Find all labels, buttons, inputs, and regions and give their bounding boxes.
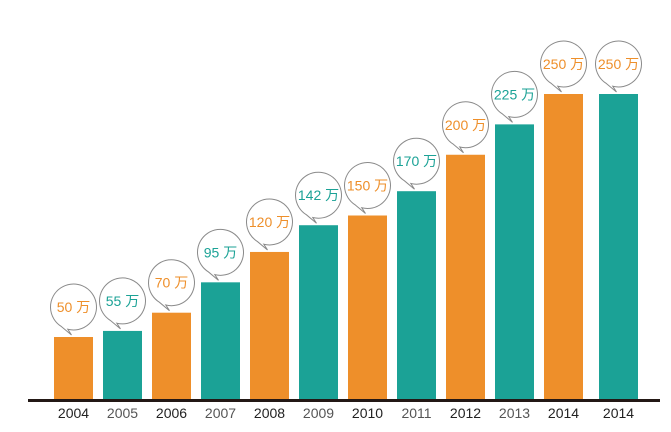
- bar-2008: [250, 251, 289, 399]
- data-label-bubble: [246, 198, 293, 251]
- data-label: 120 万: [249, 214, 290, 230]
- bar-2007: [201, 282, 240, 399]
- data-label-bubble: [595, 40, 642, 93]
- bar-2011: [397, 191, 436, 399]
- x-tick-label: 2007: [205, 405, 236, 421]
- x-tick-label: 2013: [499, 405, 530, 421]
- x-tick-label: 2010: [352, 405, 383, 421]
- data-label-bubble: [295, 171, 342, 224]
- data-label: 150 万: [347, 178, 388, 194]
- bar-2014: [544, 94, 583, 399]
- data-label-bubble: [344, 162, 391, 214]
- data-label-bubble: [148, 259, 195, 312]
- x-tick-label: 2008: [254, 405, 285, 421]
- data-label: 70 万: [155, 275, 188, 291]
- bar-2006: [152, 312, 191, 399]
- bar-2005: [103, 330, 142, 399]
- data-label: 55 万: [106, 293, 139, 309]
- x-tick-label: 2004: [58, 405, 89, 421]
- data-label: 250 万: [543, 56, 584, 72]
- data-label-bubble: [540, 40, 587, 93]
- data-label-bubble: [491, 70, 538, 123]
- bar-2004: [54, 337, 93, 399]
- data-label-bubble: [99, 277, 146, 330]
- data-label: 142 万: [298, 187, 339, 203]
- x-tick-label: 2009: [303, 405, 334, 421]
- data-label: 50 万: [57, 299, 90, 315]
- bar-2014: [599, 94, 638, 399]
- data-label: 200 万: [445, 117, 486, 133]
- data-label-bubble: [393, 137, 440, 190]
- bar-2013: [495, 124, 534, 399]
- data-label: 250 万: [598, 56, 639, 72]
- data-label-bubble: [197, 228, 244, 281]
- x-tick-label: 2005: [107, 405, 138, 421]
- x-tick-label: 2014: [548, 405, 579, 421]
- x-tick-label: 2014: [603, 405, 634, 421]
- x-tick-label: 2012: [450, 405, 481, 421]
- x-tick-label: 2011: [401, 405, 431, 421]
- bar-2012: [446, 154, 485, 399]
- data-label-bubble: [442, 101, 489, 154]
- data-label-bubble: [50, 283, 97, 336]
- bar-2010: [348, 215, 387, 399]
- data-label: 95 万: [204, 244, 237, 260]
- x-axis-line: [28, 399, 660, 402]
- data-label: 170 万: [396, 153, 437, 169]
- bar-2009: [299, 225, 338, 399]
- data-label: 225 万: [494, 86, 535, 102]
- x-tick-label: 2006: [156, 405, 187, 421]
